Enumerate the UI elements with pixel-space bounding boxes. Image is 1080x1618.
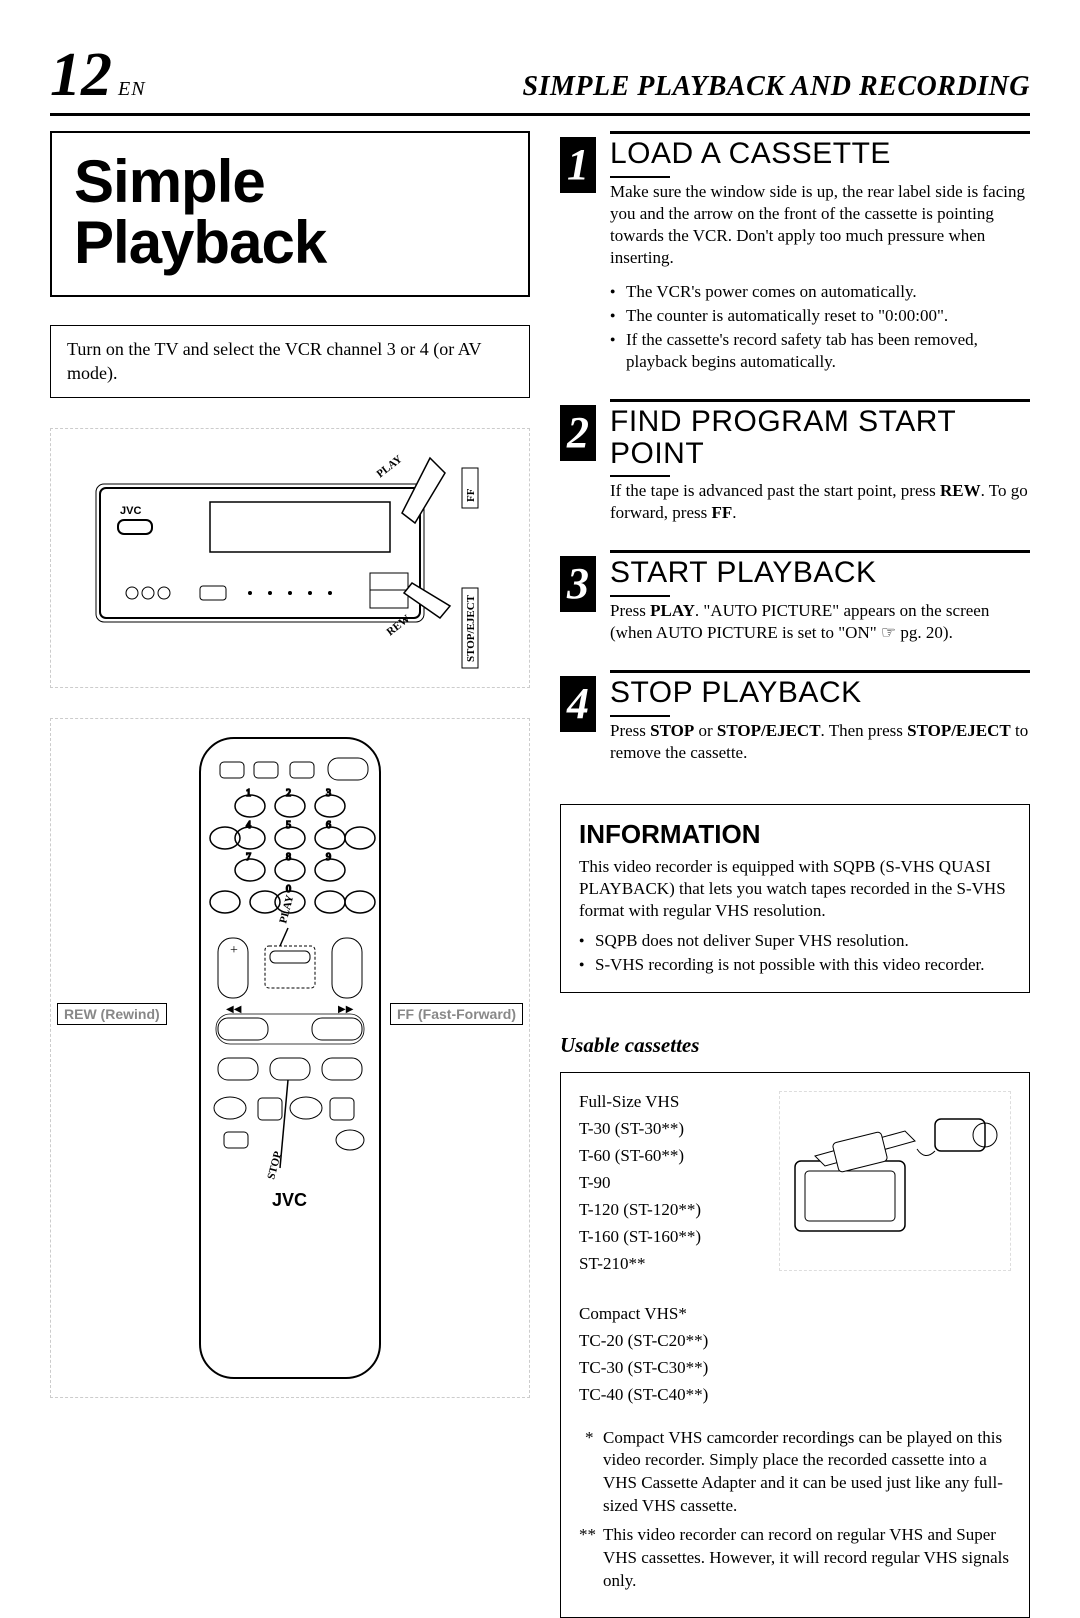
information-body: This video recorder is equipped with SQP… [579, 856, 1011, 976]
footnote-1: Compact VHS camcorder recordings can be … [579, 1427, 1011, 1519]
svg-text:JVC: JVC [272, 1190, 307, 1210]
cassette-item: TC-30 (ST-C30**) [579, 1357, 759, 1380]
right-column: 1 LOAD A CASSETTE Make sure the window s… [560, 131, 1030, 1618]
step-number: 2 [560, 405, 596, 461]
svg-text:+: + [230, 943, 238, 958]
step-body: Press STOP or STOP/EJECT. Then press STO… [610, 720, 1030, 764]
step-body: Press PLAY. "AUTO PICTURE" appears on th… [610, 600, 1030, 644]
svg-text:2: 2 [286, 788, 291, 799]
svg-text:PLAY: PLAY [374, 453, 404, 480]
information-text: This video recorder is equipped with SQP… [579, 857, 1006, 920]
step-4: 4 STOP PLAYBACK Press STOP or STOP/EJECT… [560, 670, 1030, 764]
page-lang: EN [118, 78, 146, 101]
cassette-item: TC-40 (ST-C40**) [579, 1384, 759, 1407]
step-bullet: The counter is automatically reset to "0… [610, 305, 1030, 327]
svg-text:STOP/EJECT: STOP/EJECT [465, 594, 477, 662]
main-title-line1: Simple [74, 148, 265, 215]
svg-text:REW: REW [384, 613, 412, 639]
svg-text:▶▶: ▶▶ [338, 1004, 354, 1015]
step-number: 3 [560, 556, 596, 612]
page-number: 12 [50, 40, 112, 111]
svg-text:7: 7 [246, 852, 251, 863]
footnotes: Compact VHS camcorder recordings can be … [579, 1427, 1011, 1594]
svg-text:3: 3 [326, 788, 331, 799]
usable-cassettes-box: Full-Size VHS T-30 (ST-30**) T-60 (ST-60… [560, 1072, 1030, 1618]
main-title: Simple Playback [74, 151, 506, 273]
cassette-list: Full-Size VHS T-30 (ST-30**) T-60 (ST-60… [579, 1091, 759, 1410]
step-number: 4 [560, 676, 596, 732]
cassette-item: T-90 [579, 1172, 759, 1195]
cassette-item: T-160 (ST-160**) [579, 1226, 759, 1249]
step-heading: START PLAYBACK [610, 557, 1030, 589]
svg-text:9: 9 [326, 852, 331, 863]
svg-text:JVC: JVC [120, 505, 141, 517]
svg-text:FF: FF [465, 488, 477, 502]
page-number-block: 12 EN [50, 40, 146, 111]
info-bullet: S-VHS recording is not possible with thi… [579, 954, 1011, 976]
cassette-item: T-120 (ST-120**) [579, 1199, 759, 1222]
compact-label: Compact VHS* [579, 1303, 759, 1326]
cassette-adapter-illustration [779, 1091, 1011, 1271]
step-body: If the tape is advanced past the start p… [610, 480, 1030, 524]
information-box: INFORMATION This video recorder is equip… [560, 804, 1030, 993]
step-number: 1 [560, 137, 596, 193]
cassette-item: ST-210** [579, 1253, 759, 1276]
step-heading: LOAD A CASSETTE [610, 138, 1030, 170]
step-body-text: Make sure the window side is up, the rea… [610, 182, 1025, 267]
footnote-2: This video recorder can record on regula… [579, 1524, 1011, 1593]
step-bullet: If the cassette's record safety tab has … [610, 329, 1030, 373]
step-1: 1 LOAD A CASSETTE Make sure the window s… [560, 131, 1030, 373]
main-title-box: Simple Playback [50, 131, 530, 297]
svg-text:1: 1 [246, 788, 251, 799]
step-heading: STOP PLAYBACK [610, 677, 1030, 709]
left-column: Simple Playback Turn on the TV and selec… [50, 131, 530, 1618]
svg-text:4: 4 [246, 820, 251, 831]
svg-text:5: 5 [286, 820, 291, 831]
section-title: SIMPLE PLAYBACK AND RECORDING [523, 71, 1030, 103]
cassette-item: TC-20 (ST-C20**) [579, 1330, 759, 1353]
page-header: 12 EN SIMPLE PLAYBACK AND RECORDING [50, 40, 1030, 116]
svg-text:6: 6 [326, 820, 331, 831]
ff-callout: FF (Fast-Forward) [390, 1003, 523, 1025]
remote-illustration: 1 2 3 4 5 6 7 8 9 0 [50, 718, 530, 1398]
info-bullet: SQPB does not deliver Super VHS resoluti… [579, 930, 1011, 952]
svg-text:◀◀: ◀◀ [226, 1004, 242, 1015]
tv-note-box: Turn on the TV and select the VCR channe… [50, 325, 530, 398]
svg-text:0: 0 [286, 884, 291, 895]
usable-cassettes-heading: Usable cassettes [560, 1033, 1030, 1058]
cassette-item: T-60 (ST-60**) [579, 1145, 759, 1168]
cassette-item: T-30 (ST-30**) [579, 1118, 759, 1141]
rew-callout: REW (Rewind) [57, 1003, 167, 1025]
step-3: 3 START PLAYBACK Press PLAY. "AUTO PICTU… [560, 550, 1030, 644]
main-title-line2: Playback [74, 209, 326, 276]
step-heading: FIND PROGRAM START POINT [610, 406, 1030, 469]
step-bullet: The VCR's power comes on automatically. [610, 281, 1030, 303]
step-body: Make sure the window side is up, the rea… [610, 181, 1030, 374]
step-2: 2 FIND PROGRAM START POINT If the tape i… [560, 399, 1030, 524]
information-title: INFORMATION [579, 819, 1011, 850]
two-column-layout: Simple Playback Turn on the TV and selec… [50, 131, 1030, 1618]
full-size-label: Full-Size VHS [579, 1091, 759, 1114]
svg-text:8: 8 [286, 852, 291, 863]
vcr-illustration: JVC PLAY [50, 428, 530, 688]
